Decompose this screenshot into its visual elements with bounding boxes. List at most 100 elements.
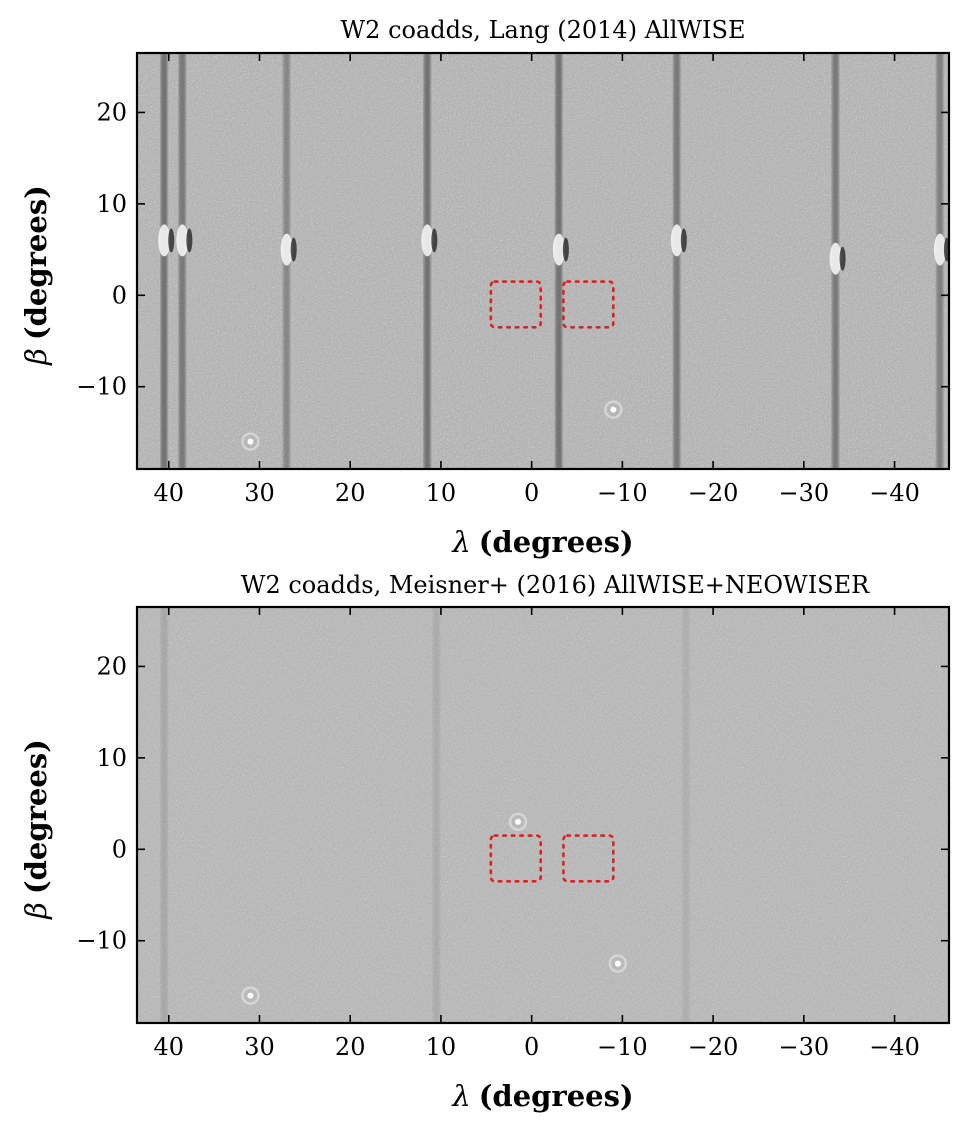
streak-dark-core <box>168 228 175 253</box>
x-axis-label: λ (degrees) <box>451 525 633 559</box>
region-layer <box>489 280 615 329</box>
y-axis-label: β (degrees) <box>19 739 53 920</box>
x-tick-label: 40 <box>153 1033 184 1061</box>
y-tick-label: 20 <box>96 652 127 680</box>
streak-artifact <box>160 607 168 1023</box>
x-axis-symbol: λ <box>451 1079 470 1113</box>
y-axis-ticks: 20 10 0 −10 <box>76 652 949 955</box>
streak-bright-core <box>280 233 293 266</box>
y-tick-label: 0 <box>112 835 127 863</box>
x-tick-label: 20 <box>335 1033 366 1061</box>
x-axis-text: (degrees) <box>479 525 634 559</box>
source-point <box>614 960 621 967</box>
streak-artifact <box>432 607 440 1023</box>
source-layer <box>241 812 628 1005</box>
source-point <box>247 438 254 445</box>
streak-bright-core <box>933 233 946 266</box>
streak-edge <box>942 53 946 469</box>
x-tick-label: −10 <box>597 479 648 507</box>
image-area <box>137 53 949 469</box>
x-axis-ticks: 40 30 20 10 0 −10 −20 −30 −40 <box>153 607 920 1061</box>
x-tick-label: 40 <box>153 479 184 507</box>
x-tick-label: 0 <box>524 479 539 507</box>
x-tick-label: −10 <box>597 1033 648 1061</box>
y-tick-label: −10 <box>76 927 127 955</box>
y-axis-ticks: 20 10 0 −10 <box>76 98 949 401</box>
source-point <box>610 406 617 413</box>
x-tick-label: −40 <box>869 1033 920 1061</box>
streak-artifact <box>160 53 168 469</box>
source-point <box>247 992 254 999</box>
y-axis-symbol: β <box>19 348 53 366</box>
x-tick-label: 30 <box>244 479 275 507</box>
source-halo <box>241 986 260 1005</box>
streak-dark-core <box>680 228 687 253</box>
y-tick-label: 0 <box>112 281 127 309</box>
plot-frame <box>135 51 951 471</box>
x-tick-label: −20 <box>688 479 739 507</box>
x-tick-label: 30 <box>244 1033 275 1061</box>
source-halo <box>604 400 623 419</box>
y-axis-text: (degrees) <box>19 185 53 340</box>
region-box <box>562 834 615 883</box>
source-layer <box>241 400 623 451</box>
streak-dark-core <box>431 228 438 253</box>
x-tick-label: −30 <box>779 479 830 507</box>
region-layer <box>489 834 615 883</box>
source-halo <box>508 812 528 832</box>
noise-image <box>137 53 949 469</box>
streak-bright-core <box>552 233 565 266</box>
panel-title: W2 coadds, Meisner+ (2016) AllWISE+NEOWI… <box>241 571 870 599</box>
x-tick-label: −40 <box>869 479 920 507</box>
streak-bright-core <box>670 224 683 257</box>
source-halo <box>608 954 628 973</box>
streak-edge <box>561 53 565 469</box>
region-box <box>489 834 543 883</box>
x-tick-label: 10 <box>426 1033 457 1061</box>
streak-bright-core <box>421 224 434 257</box>
streak-artifact <box>178 53 186 469</box>
x-tick-label: −30 <box>779 1033 830 1061</box>
x-tick-label: 10 <box>426 479 457 507</box>
streak-dark-core <box>943 237 949 262</box>
streak-edge <box>439 607 443 1023</box>
panel-title: W2 coadds, Lang (2014) AllWISE <box>341 16 746 44</box>
streak-edge <box>167 53 171 469</box>
noise-image <box>137 607 949 1023</box>
y-tick-label: −10 <box>76 373 127 401</box>
y-axis-label: β (degrees) <box>19 185 53 366</box>
x-tick-label: 20 <box>335 479 366 507</box>
source-point <box>515 818 522 825</box>
streak-edge <box>430 53 434 469</box>
x-axis-symbol: λ <box>451 525 470 559</box>
y-axis-text: (degrees) <box>19 739 53 894</box>
panel-top: W2 coadds, Lang (2014) AllWISE 40 30 20 10 0… <box>19 16 951 559</box>
streak-bright-core <box>829 242 842 275</box>
streak-dark-core <box>290 237 297 262</box>
streak-edge <box>185 53 189 469</box>
streak-dark-core <box>562 237 569 262</box>
streak-bright-core <box>176 224 189 257</box>
y-tick-label: 10 <box>96 744 127 772</box>
streak-edge <box>167 607 171 1023</box>
streak-edge <box>289 53 293 469</box>
x-axis-label: λ (degrees) <box>451 1079 633 1113</box>
plot-frame <box>135 605 951 1025</box>
x-tick-label: −20 <box>688 1033 739 1061</box>
y-tick-label: 10 <box>96 190 127 218</box>
streak-layer <box>158 53 949 469</box>
streak-edge <box>688 607 692 1023</box>
panel-bottom: W2 coadds, Meisner+ (2016) AllWISE+NEOWI… <box>19 571 951 1113</box>
x-axis-text: (degrees) <box>479 1079 634 1113</box>
streak-edge <box>679 53 683 469</box>
image-area <box>137 607 949 1023</box>
source-halo <box>241 432 260 451</box>
y-axis-symbol: β <box>19 902 53 920</box>
y-tick-label: 20 <box>96 98 127 126</box>
streak-artifact <box>423 53 431 469</box>
region-box <box>489 280 543 329</box>
streak-layer <box>160 607 692 1023</box>
streak-artifact <box>673 53 681 469</box>
streak-bright-core <box>158 224 171 257</box>
